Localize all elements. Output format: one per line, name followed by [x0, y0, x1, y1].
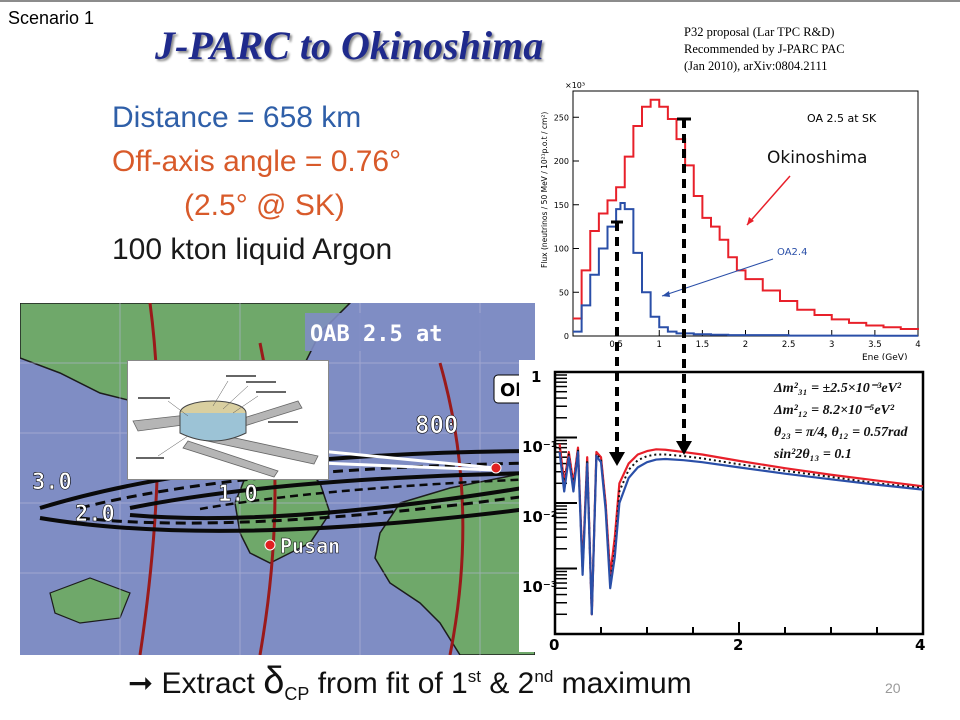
prob-ytick-1: 1	[531, 368, 541, 386]
page-number: 20	[885, 680, 901, 696]
reference-line-3: (Jan 2010), arXiv:0804.2111	[684, 59, 828, 73]
conclusion-arrow-icon: ➞	[128, 667, 154, 700]
prob-ytick-1e-3: 10⁻³	[522, 578, 557, 596]
flux-series	[573, 98, 919, 337]
cp-subscript: CP	[284, 684, 310, 704]
reference-line-2: Recommended by J-PARC PAC	[684, 42, 845, 56]
distance-arc-800	[438, 362, 465, 655]
flux-ytick-label: 50	[559, 288, 569, 297]
flux-y-axis-label: Flux (neutrinos / 50 MeV / 10²¹p.o.t / c…	[540, 112, 549, 268]
flux-xtick-label: 1.5	[696, 340, 710, 350]
delta-symbol: δ	[263, 660, 285, 702]
prob-curve-blue	[558, 450, 924, 616]
flux-xtick-label: 3.5	[868, 340, 882, 350]
oscillation-parameters: Δm²₃₁ = ±2.5×10⁻³eV² Δm²₁₂ = 8.2×10⁻⁵eV²…	[773, 381, 908, 462]
okinoshima-pointer-arrow	[746, 175, 791, 226]
flux-xtick-label: 3	[829, 340, 834, 350]
bullet-list: Distance = 658 km Off-axis angle = 0.76°…	[112, 96, 401, 272]
off-axis-angle-text: Off-axis angle = 0.76°	[112, 145, 402, 178]
conclusion-text-end: maximum	[553, 667, 692, 700]
flux-xtick-label: 0.5	[609, 340, 623, 350]
contour-label-3: 3.0	[32, 470, 72, 495]
reference-line-1: P32 proposal (Lar TPC R&D)	[684, 25, 835, 39]
inset-pointer-line-2	[319, 461, 496, 472]
detector-tank	[179, 413, 247, 442]
okinoshima-marker	[490, 462, 502, 474]
conclusion-line: ➞ Extract δCP from fit of 1st & 2nd maxi…	[128, 660, 692, 705]
top-divider-line	[0, 0, 960, 2]
flux-x-axis-label: Ene (GeV)	[862, 353, 907, 363]
prob-series	[558, 443, 924, 616]
okinoshima-arrow-head	[747, 217, 754, 225]
prob-xtick-0: 0	[549, 636, 559, 652]
scenario-label: Scenario 1	[8, 8, 95, 28]
oscillation-probability-plot: 1 10⁻¹ 10⁻² 10⁻³ 0 2 4 Δm²₃₁ = ±2.5×10⁻³…	[519, 360, 931, 652]
prob-x-ticks	[554, 622, 924, 634]
flux-ytick-label: 0	[564, 332, 569, 341]
pusan-marker	[264, 539, 276, 551]
flux-ytick-label: 200	[554, 157, 569, 166]
detector-text: 100 kton liquid Argon	[112, 233, 393, 266]
flux-series-okinoshima	[573, 98, 919, 330]
param-sin2theta13: sin²2θ₁₃ = 0.1	[773, 447, 852, 462]
oa24-arrow-head	[662, 291, 670, 297]
flux-legend-box	[795, 94, 917, 114]
flux-ytick-label: 250	[554, 113, 569, 122]
oa24-pointer-arrow	[661, 258, 774, 297]
prob-xtick-4: 4	[915, 636, 925, 652]
prob-ytick-1e-1: 10⁻¹	[522, 438, 557, 456]
inset-pointer-line-1	[319, 449, 496, 470]
conclusion-text-start: Extract	[161, 667, 264, 700]
oa24-series-label: OA2.4	[777, 247, 807, 258]
contour-label-2: 2.0	[75, 502, 115, 527]
flux-y-ticks: 0 50 100 150 200 250	[554, 113, 579, 341]
param-dm31: Δm²₃₁ = ±2.5×10⁻³eV²	[773, 381, 902, 396]
flux-series-oa2-4	[573, 202, 918, 337]
flux-xtick-label: 4	[915, 340, 920, 350]
map-header: OAB 2.5 at	[310, 322, 442, 347]
param-theta: θ₂₃ = π/4, θ₁₂ = 0.57rad	[774, 425, 908, 440]
detector-callout-marks	[136, 375, 298, 459]
pusan-label: Pusan	[280, 534, 340, 558]
sk-angle-text: (2.5° @ SK)	[184, 189, 345, 222]
prob-ytick-1e-2: 10⁻²	[522, 508, 557, 526]
contour-label-1: 1.0	[218, 482, 258, 507]
conclusion-text-mid: from fit of 1	[309, 667, 468, 700]
param-dm12: Δm²₁₂ = 8.2×10⁻⁵eV²	[773, 403, 895, 418]
detector-callout-lines	[157, 380, 259, 457]
map-header-bg	[305, 313, 535, 351]
flux-ytick-label: 100	[554, 245, 569, 254]
flux-legend-top: OA 2.5 at SK	[807, 112, 877, 125]
slide-title: J-PARC to Okinoshima	[155, 23, 544, 68]
prob-xtick-2: 2	[733, 636, 743, 652]
st-superscript: st	[467, 667, 481, 686]
distance-label-800: 800	[415, 411, 458, 439]
flux-ytick-label: 150	[554, 201, 569, 210]
nd-superscript: nd	[534, 667, 554, 686]
distance-text: Distance = 658 km	[112, 101, 362, 134]
japan-landmass	[374, 470, 535, 655]
conclusion-text-amp: & 2	[480, 667, 535, 700]
flux-plot: 0 50 100 150 200 250 0.5 1 1.5 2 2.5 3 3.5 4 ×10³ Fl…	[535, 78, 930, 363]
okinoshima-series-label: Okinoshima	[767, 148, 867, 168]
reference-note: P32 proposal (Lar TPC R&D) Recommended b…	[684, 24, 845, 75]
flux-xtick-label: 2.5	[782, 340, 796, 350]
detector-inset-image	[127, 360, 329, 480]
flux-exponent: ×10³	[565, 81, 585, 90]
flux-xtick-label: 2	[743, 340, 748, 350]
flux-xtick-label: 1	[657, 340, 662, 350]
